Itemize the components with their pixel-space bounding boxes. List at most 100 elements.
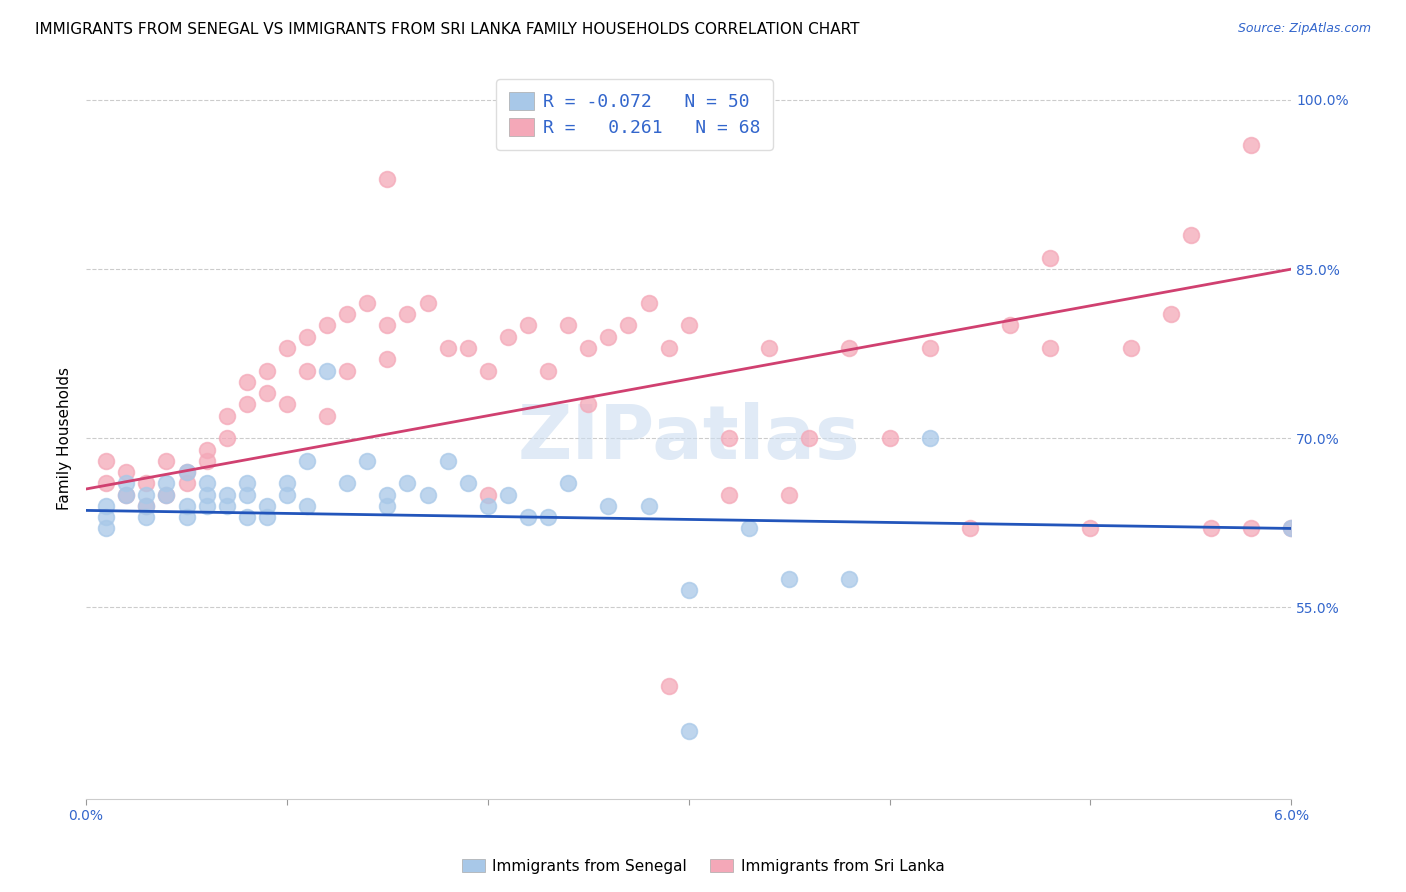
Point [396,476,419,491]
Point [236,510,259,524]
Point [135,488,157,502]
Point [457,476,479,491]
Point [1039,251,1062,265]
Point [155,454,177,468]
Point [1279,521,1302,535]
Point [1240,521,1263,535]
Point [517,318,540,333]
Point [96,510,118,524]
Point [215,431,238,445]
Point [377,172,399,186]
Point [256,510,278,524]
Point [96,499,118,513]
Y-axis label: Family Households: Family Households [58,367,72,509]
Point [276,476,298,491]
Point [838,572,860,586]
Point [496,330,519,344]
Point [477,499,499,513]
Point [477,363,499,377]
Point [195,488,218,502]
Point [256,363,278,377]
Point [295,363,318,377]
Point [356,296,378,310]
Point [1199,521,1222,535]
Point [1080,521,1102,535]
Point [195,454,218,468]
Point [598,330,620,344]
Point [316,409,339,423]
Point [336,363,359,377]
Point [717,431,740,445]
Point [1119,341,1142,355]
Point [918,431,941,445]
Point [576,341,599,355]
Text: ZIPatlas: ZIPatlas [517,401,860,475]
Point [537,363,560,377]
Point [276,341,298,355]
Point [236,375,259,389]
Point [1160,307,1182,321]
Point [758,341,780,355]
Point [576,397,599,411]
Point [135,499,157,513]
Point [256,499,278,513]
Point [377,499,399,513]
Point [176,476,198,491]
Point [537,510,560,524]
Point [215,488,238,502]
Point [416,488,439,502]
Point [96,476,118,491]
Point [377,318,399,333]
Point [959,521,981,535]
Point [236,476,259,491]
Point [457,341,479,355]
Point [517,510,540,524]
Legend: R = -0.072   N = 50, R =   0.261   N = 68: R = -0.072 N = 50, R = 0.261 N = 68 [496,79,773,150]
Point [557,476,579,491]
Point [115,465,138,479]
Point [276,397,298,411]
Point [135,476,157,491]
Point [316,363,339,377]
Point [215,409,238,423]
Point [96,521,118,535]
Point [1279,521,1302,535]
Point [135,510,157,524]
Point [1180,228,1202,243]
Point [436,454,458,468]
Point [176,510,198,524]
Point [496,488,519,502]
Point [356,454,378,468]
Point [316,318,339,333]
Point [678,583,700,598]
Point [738,521,761,535]
Point [176,465,198,479]
Point [336,476,359,491]
Point [256,386,278,401]
Point [115,476,138,491]
Point [436,341,458,355]
Point [678,724,700,739]
Point [377,488,399,502]
Point [416,296,439,310]
Point [195,442,218,457]
Point [396,307,419,321]
Point [838,341,860,355]
Point [236,488,259,502]
Point [295,330,318,344]
Point [778,488,800,502]
Point [778,572,800,586]
Legend: Immigrants from Senegal, Immigrants from Sri Lanka: Immigrants from Senegal, Immigrants from… [456,853,950,880]
Point [195,476,218,491]
Point [155,488,177,502]
Point [336,307,359,321]
Point [477,488,499,502]
Point [717,488,740,502]
Point [918,341,941,355]
Point [176,465,198,479]
Point [195,499,218,513]
Point [115,488,138,502]
Point [617,318,640,333]
Point [96,454,118,468]
Point [135,499,157,513]
